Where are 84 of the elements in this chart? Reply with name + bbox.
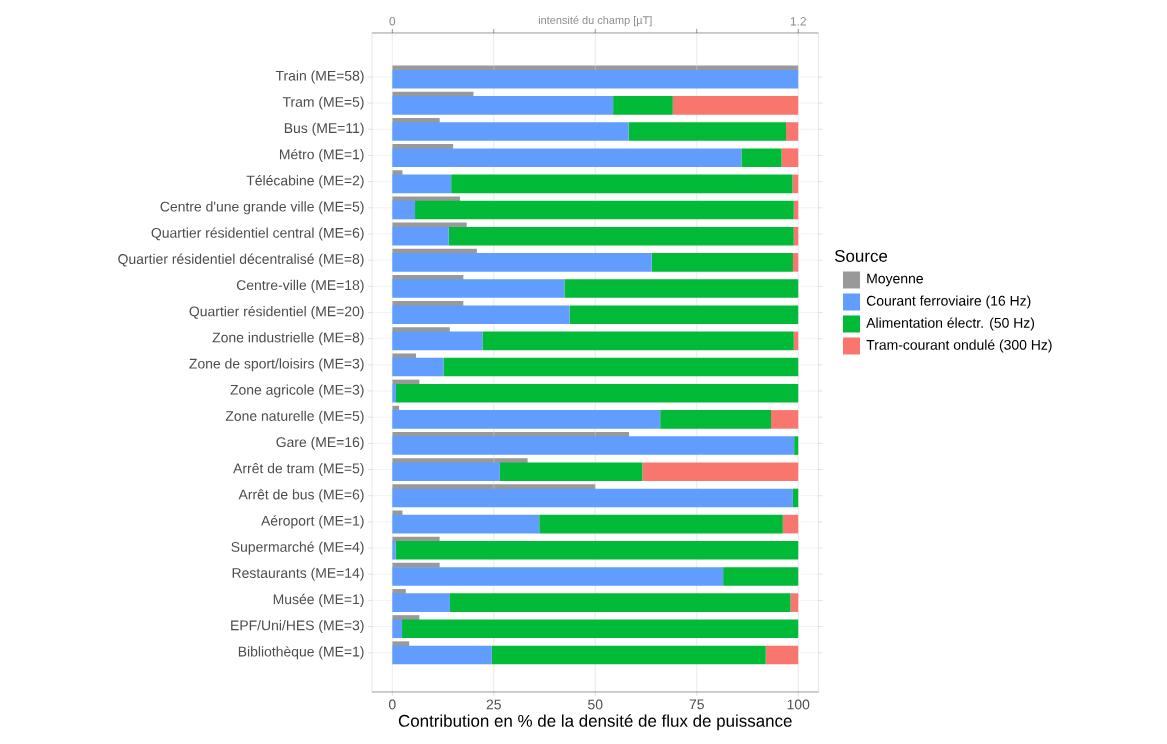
bar [392, 305, 570, 325]
bar [392, 484, 596, 490]
x-tick-label: 25 [486, 699, 501, 710]
y-tick-label: Restaurants (ME=14) [232, 567, 364, 581]
bar [392, 327, 450, 333]
y-tick-label: Bus (ME=11) [284, 122, 364, 136]
bar [672, 96, 799, 115]
legend-title: Source [834, 249, 888, 262]
bar [392, 122, 629, 141]
bar [392, 567, 724, 586]
x2-axis-title: intensité du champ [µT] [538, 15, 652, 27]
bar [395, 540, 799, 560]
bar [402, 619, 799, 639]
bar [392, 540, 396, 560]
bar [613, 96, 673, 115]
y-tick-label: Musée (ME=1) [273, 593, 364, 607]
bar [392, 96, 614, 115]
x2-tick-label: 0 [389, 17, 396, 26]
bar [792, 488, 799, 508]
bar [392, 253, 652, 272]
y-tick-label: Métro (ME=1) [279, 148, 364, 163]
bar [491, 645, 766, 665]
y-tick-label: Zone agricole (ME=3) [230, 384, 364, 398]
bar [660, 410, 772, 429]
bar [782, 514, 799, 534]
y-tick-label: Bibliothèque (ME=1) [238, 646, 364, 660]
y-tick-label: Aéroport (ME=1) [261, 515, 364, 529]
bar [786, 122, 799, 141]
bar [741, 148, 782, 167]
bar [392, 279, 565, 298]
bar [392, 593, 450, 612]
bar [539, 514, 783, 534]
x-tick-label: 0 [388, 699, 396, 710]
x-tick-label: 50 [588, 699, 603, 710]
bar [448, 226, 794, 246]
y-tick-label: Zone industrielle (ME=8) [212, 332, 364, 346]
bar [651, 253, 793, 272]
legend-label: Moyenne [867, 273, 923, 287]
bar [392, 353, 416, 359]
y-tick-label: Télécabine (ME=2) [246, 175, 364, 189]
y-tick-label: Quartier résidentiel décentralisé (ME=8) [118, 253, 364, 267]
y-tick-label: EPF/Uni/HES (ME=3) [231, 620, 364, 634]
bar [569, 305, 799, 325]
y-tick-label: Supermarché (ME=4) [231, 541, 364, 555]
y-tick-label: Gare (ME=16) [276, 436, 364, 450]
y-tick-label: Zone de sport/loisirs (ME=3) [189, 358, 364, 372]
bar [395, 383, 799, 403]
bar [792, 253, 799, 272]
bar [451, 174, 793, 194]
legend-label: Tram-courant ondulé (300 Hz) [866, 339, 1052, 353]
bar [392, 645, 492, 665]
y-tick-label: Tram (ME=5) [282, 96, 364, 110]
bar [723, 567, 799, 586]
x-axis-title: Contribution en % de la densité de flux de puissance [398, 714, 792, 731]
bar [392, 514, 540, 534]
y-tick-label: Centre-ville (ME=18) [236, 279, 364, 293]
bar [564, 279, 799, 298]
bar [392, 410, 661, 429]
y-tick-label: Arrêt de tram (ME=5) [233, 463, 364, 477]
y-tick-label: Centre d'une grande ville (ME=5) [160, 201, 364, 215]
bar [392, 510, 403, 516]
y-tick-label: Quartier résidentiel central (ME=6) [151, 227, 364, 241]
bar [771, 410, 799, 429]
bar [392, 148, 742, 167]
bar [790, 593, 799, 612]
bar [415, 200, 794, 220]
bar [628, 122, 787, 141]
y-tick-label: Quartier résidentiel (ME=20) [189, 305, 364, 320]
bar [794, 436, 799, 455]
legend-label: Alimentation électr. (50 Hz) [866, 317, 1035, 331]
y-tick-label: Train (ME=58) [275, 70, 364, 84]
x2-tick-label: 1.2 [790, 17, 806, 26]
bar [449, 593, 791, 612]
x-tick-label: 75 [689, 699, 704, 710]
bar [642, 462, 799, 482]
bar [443, 357, 799, 377]
y-tick-label: Arrêt de bus (ME=6) [238, 489, 364, 503]
x-tick-label: 100 [787, 699, 810, 710]
bar [765, 645, 799, 665]
bar [781, 148, 799, 167]
bar [482, 331, 794, 351]
y-tick-label: Zone naturelle (ME=5) [225, 410, 364, 424]
bar [392, 170, 403, 176]
legend-label: Courant ferroviaire (16 Hz) [866, 295, 1031, 309]
